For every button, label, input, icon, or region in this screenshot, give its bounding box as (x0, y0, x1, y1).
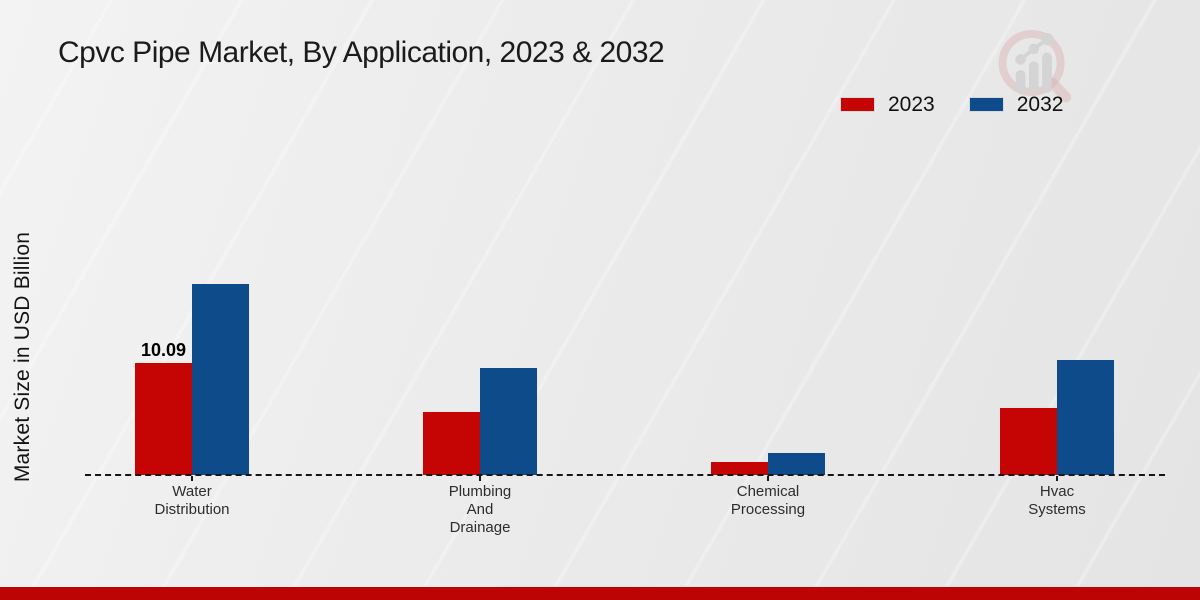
axis-tick (767, 476, 769, 481)
legend-label: 2032 (1016, 93, 1064, 116)
bar-2023-plumbing-and-drainage (423, 412, 480, 475)
legend-swatch-icon (968, 97, 1004, 112)
legend-item-2032: 2032 (968, 93, 1064, 116)
bar-2032-chemical-processing (768, 453, 825, 475)
legend-label: 2023 (888, 93, 935, 116)
category-label: Hvac Systems (1028, 483, 1086, 518)
category-label: Water Distribution (154, 483, 230, 518)
legend-item-2023: 2023 (840, 94, 935, 115)
category-label: Plumbing And Drainage (448, 483, 512, 536)
legend-swatch-icon (840, 97, 875, 112)
axis-tick (191, 476, 193, 481)
chart-title: Cpvc Pipe Market, By Application, 2023 &… (58, 36, 665, 69)
bar-2023-hvac-systems (1000, 408, 1057, 475)
category-label: Chemical Processing (730, 483, 806, 518)
magnifier-bar-chart-logo-icon (998, 29, 1072, 103)
x-axis-baseline (85, 474, 1165, 476)
value-label: 10.09 (140, 340, 187, 360)
axis-tick (1056, 476, 1058, 481)
bar-2032-plumbing-and-drainage (480, 368, 537, 475)
axis-tick (479, 476, 481, 481)
footer-accent-band (0, 587, 1200, 600)
bar-2032-hvac-systems (1057, 360, 1114, 475)
bar-2023-chemical-processing (711, 462, 768, 475)
legend: 2023 2032 (840, 94, 1063, 115)
bar-2023-water-distribution (135, 363, 192, 475)
bar-2032-water-distribution (192, 284, 249, 475)
